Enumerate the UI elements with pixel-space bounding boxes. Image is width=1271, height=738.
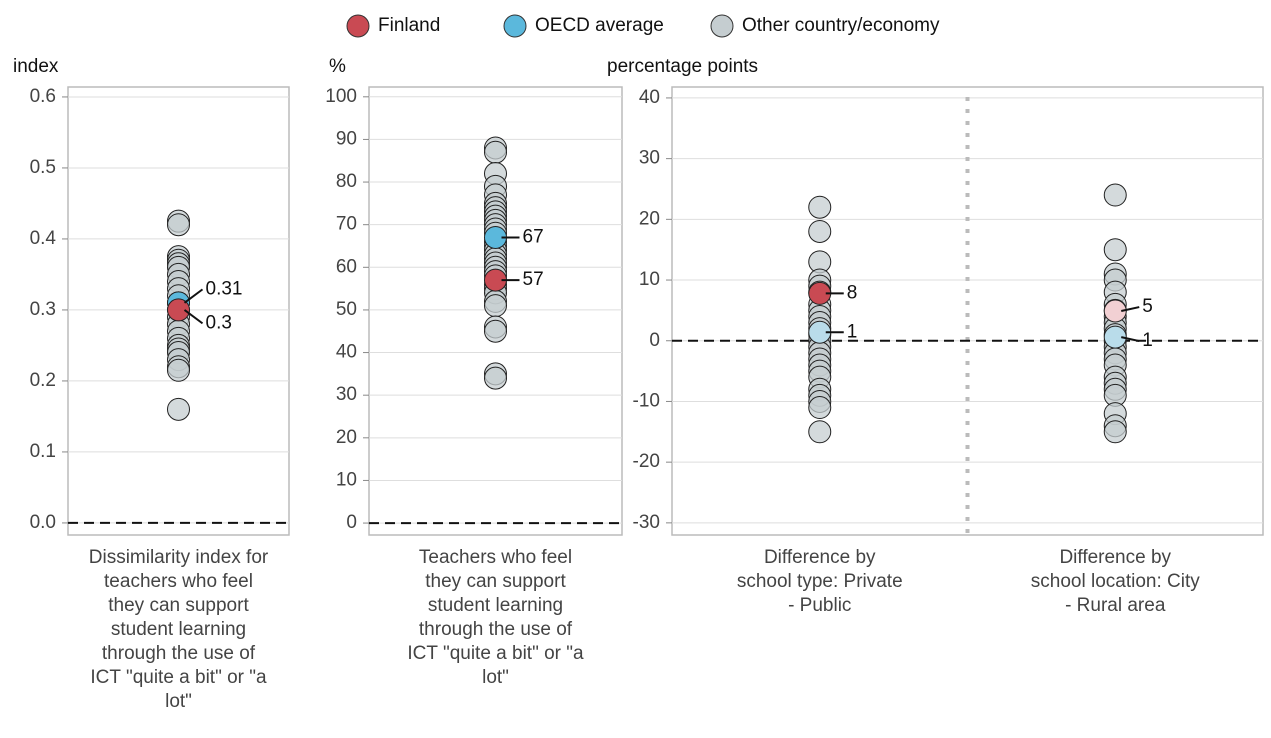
y-axis-label: index bbox=[13, 56, 59, 77]
y-tick-label: 0.6 bbox=[30, 86, 56, 107]
point: Other country/economy bbox=[484, 294, 507, 318]
y-tick-label: 40 bbox=[639, 87, 660, 108]
point bbox=[167, 298, 190, 322]
y-tick-label: 100 bbox=[325, 86, 357, 107]
y-tick-label: 0 bbox=[346, 512, 357, 533]
y-tick-label: 90 bbox=[336, 128, 357, 149]
x-category-label: Difference by school type: Private - Pub… bbox=[736, 547, 903, 616]
point: Other country/economy bbox=[484, 140, 507, 164]
legend-label: Finland bbox=[378, 15, 440, 36]
y-tick-label: 20 bbox=[336, 427, 357, 448]
panel-frame bbox=[67, 86, 290, 536]
data-label: 1 bbox=[847, 321, 858, 342]
point: Other country/economy bbox=[808, 396, 832, 420]
y-tick-label: -20 bbox=[633, 451, 660, 472]
point bbox=[167, 213, 190, 237]
y-tick-label: 50 bbox=[336, 299, 357, 320]
point bbox=[167, 397, 190, 421]
y-axis-label: % bbox=[329, 56, 346, 77]
point: Other country/economy bbox=[484, 319, 507, 343]
point: Other country/economy bbox=[808, 195, 832, 219]
y-tick-label: 10 bbox=[336, 469, 357, 490]
y-tick-label: 80 bbox=[336, 171, 357, 192]
y-tick-label: 0.2 bbox=[30, 370, 56, 391]
x-category-label: Difference by school location: City - Ru… bbox=[1030, 547, 1200, 616]
y-tick-label: 0.0 bbox=[30, 512, 56, 533]
y-tick-label: -30 bbox=[633, 512, 660, 533]
y-tick-label: 0.4 bbox=[30, 228, 57, 249]
point: Other country/economy bbox=[1103, 420, 1127, 444]
point: Other country/economy bbox=[808, 420, 832, 444]
y-tick-label: -10 bbox=[633, 390, 660, 411]
y-tick-label: 40 bbox=[336, 342, 357, 363]
y-tick-label: 0 bbox=[649, 330, 660, 351]
label-leader bbox=[1121, 336, 1140, 343]
point: Other country/economy bbox=[808, 219, 832, 243]
y-tick-label: 0.1 bbox=[30, 441, 56, 462]
data-label: 57 bbox=[523, 269, 544, 290]
data-label: 0.3 bbox=[206, 312, 232, 333]
y-tick-label: 70 bbox=[336, 214, 357, 235]
label-leader bbox=[183, 309, 204, 325]
y-tick-label: 20 bbox=[639, 208, 660, 229]
legend-marker bbox=[346, 14, 370, 38]
point: OECD average bbox=[1103, 325, 1127, 349]
label-leader bbox=[183, 288, 204, 304]
y-tick-label: 0.3 bbox=[30, 299, 56, 320]
point: Other country/economy bbox=[484, 366, 507, 390]
y-axis-label: percentage points bbox=[607, 56, 758, 77]
legend-label: OECD average bbox=[535, 15, 664, 36]
y-tick-label: 0.5 bbox=[30, 157, 56, 178]
data-label: 0.31 bbox=[206, 278, 243, 299]
x-category-label: Teachers who feel they can support stude… bbox=[407, 547, 584, 688]
y-tick-label: 30 bbox=[336, 384, 357, 405]
y-tick-label: 10 bbox=[639, 269, 660, 290]
point: Finland bbox=[1103, 299, 1127, 323]
x-category-label: Dissimilarity index for teachers who fee… bbox=[88, 547, 269, 712]
y-tick-label: 60 bbox=[336, 256, 357, 277]
data-label: 8 bbox=[847, 282, 858, 303]
point bbox=[167, 358, 190, 382]
point: Other country/economy bbox=[1103, 238, 1127, 262]
panel-frame bbox=[368, 86, 623, 536]
data-label: 5 bbox=[1142, 296, 1153, 317]
y-tick-label: 30 bbox=[639, 148, 660, 169]
point: Other country/economy bbox=[1103, 183, 1127, 207]
legend-marker bbox=[710, 14, 734, 38]
data-label: 67 bbox=[523, 226, 544, 247]
legend-label: Other country/economy bbox=[742, 15, 940, 36]
data-label: 1 bbox=[1142, 330, 1153, 351]
legend-marker bbox=[503, 14, 527, 38]
label-leader bbox=[1121, 306, 1140, 312]
panel-frame bbox=[671, 86, 1264, 536]
